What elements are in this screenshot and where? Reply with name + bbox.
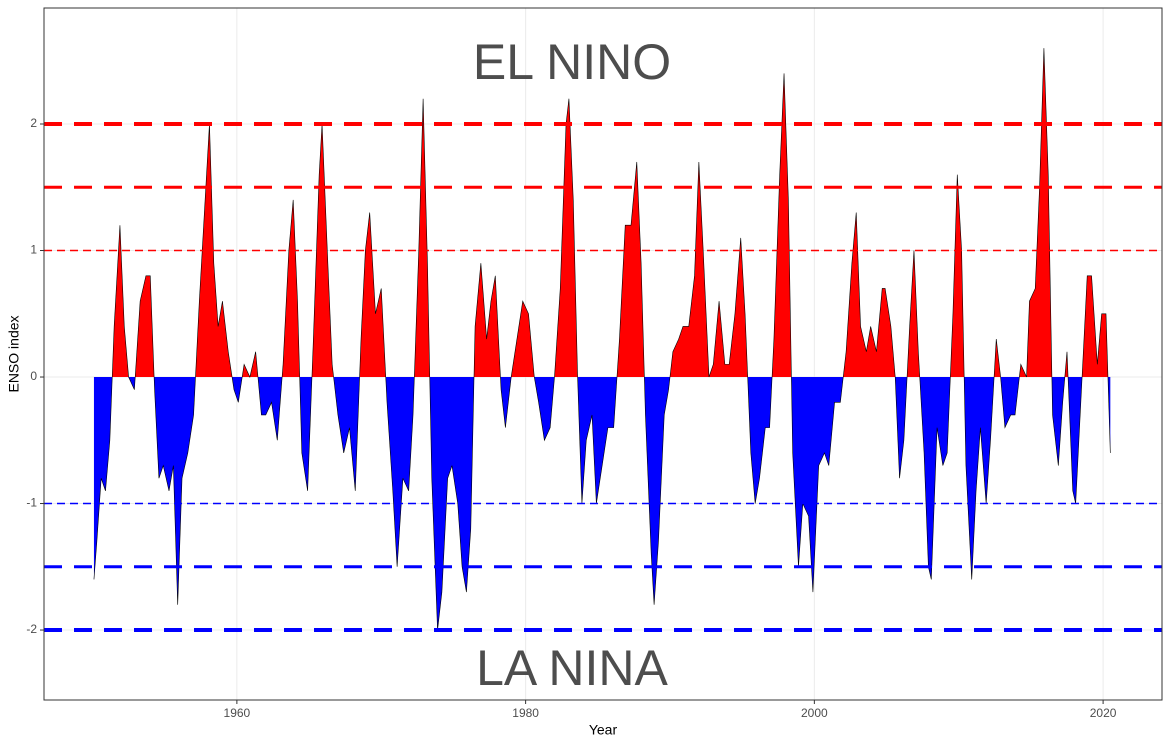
y-tick-label: 1 xyxy=(30,243,37,257)
area-negative xyxy=(93,377,1111,631)
annotation: LA NINA xyxy=(476,640,668,696)
outline xyxy=(93,48,1111,631)
x-tick-label: 2000 xyxy=(801,706,828,720)
reference-lines xyxy=(44,122,1162,633)
y-tick-label: -1 xyxy=(26,496,37,510)
y-axis-title: ENSO index xyxy=(6,315,22,392)
y-tick-label: 2 xyxy=(30,116,37,130)
x-tick-label: 2020 xyxy=(1090,706,1117,720)
x-tick-label: 1960 xyxy=(224,706,251,720)
x-axis-title: Year xyxy=(589,722,618,738)
y-tick-label: 0 xyxy=(30,369,37,383)
panel-border xyxy=(43,7,1163,701)
marks xyxy=(93,48,1111,631)
y-tick-label: -2 xyxy=(26,622,37,636)
annotation: EL NINO xyxy=(473,34,671,90)
area-positive xyxy=(112,48,1108,378)
x-tick-label: 1980 xyxy=(512,706,539,720)
